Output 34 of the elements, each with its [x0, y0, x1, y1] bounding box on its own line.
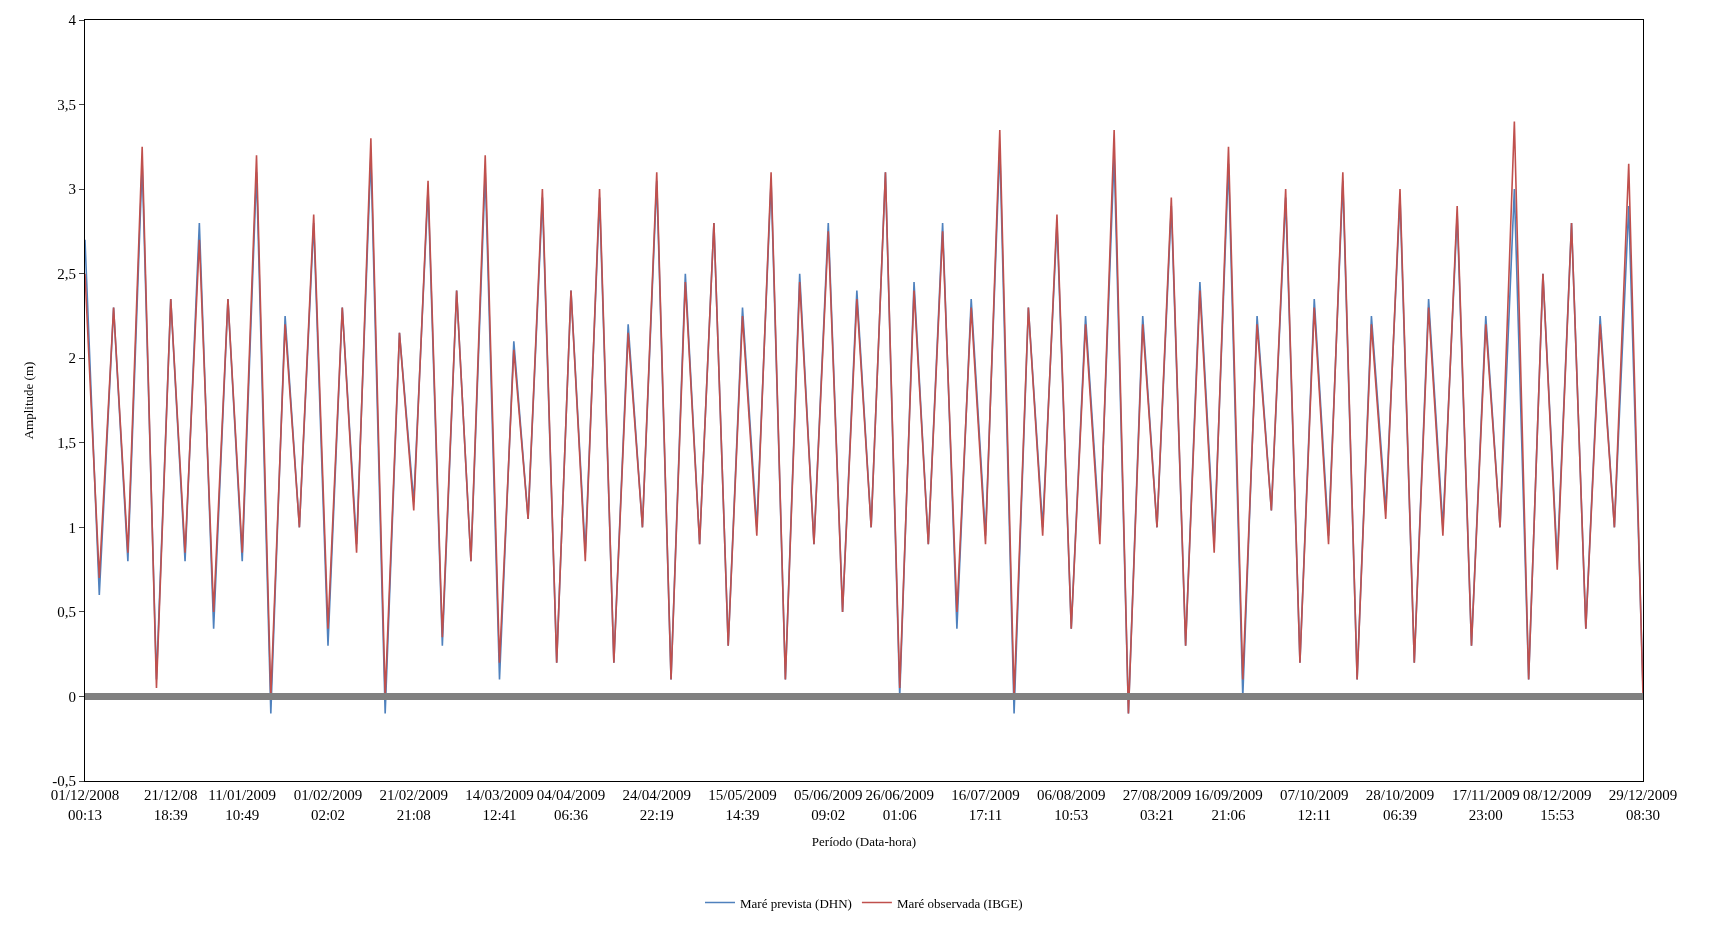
x-tick-label: 26/06/2009 01:06	[865, 787, 934, 823]
x-tick-label: 14/03/2009 12:41	[465, 787, 534, 823]
legend-label: Maré observada (IBGE)	[896, 895, 1023, 911]
y-tick-label: 0,5	[57, 604, 76, 621]
x-tick-label: 11/01/2009 10:49	[208, 787, 277, 823]
y-tick-label: 1	[68, 519, 76, 536]
y-tick-label: -0,5	[52, 773, 76, 790]
x-tick-label: 16/09/2009 21:06	[1194, 787, 1263, 823]
x-tick-label: 01/12/2008 00:13	[50, 787, 120, 823]
y-tick-label: 2,5	[57, 265, 76, 282]
x-tick-label: 08/12/2009 15:53	[1523, 787, 1592, 823]
y-tick-label: 3,5	[57, 96, 76, 113]
x-tick-label: 24/04/2009 22:19	[622, 787, 691, 823]
x-tick-label: 28/10/2009 06:39	[1365, 787, 1435, 823]
x-tick-label: 21/12/08 18:39	[144, 787, 198, 823]
y-tick-label: 0	[68, 688, 76, 705]
x-tick-label: 16/07/2009 17:11	[951, 787, 1020, 823]
x-tick-label: 04/04/2009 06:36	[536, 787, 606, 823]
y-axis-title: Amplitude (m)	[21, 361, 37, 440]
x-tick-label: 27/08/2009 03:21	[1122, 787, 1192, 823]
legend-label: Maré prevista (DHN)	[740, 895, 852, 911]
x-tick-label: 05/06/2009 09:02	[794, 787, 863, 823]
x-tick-label: 15/05/2009 14:39	[708, 787, 777, 823]
x-tick-label: 01/02/2009 02:02	[293, 787, 363, 823]
x-tick-label: 07/10/2009 12:11	[1280, 787, 1349, 823]
y-tick-label: 3	[68, 181, 76, 198]
x-axis-title: Período (Data-hora)	[811, 834, 917, 850]
x-tick-label: 06/08/2009 10:53	[1037, 787, 1106, 823]
y-tick-label: 4	[68, 12, 77, 29]
x-tick-label: 17/11/2009 23:00	[1451, 787, 1520, 823]
x-tick-label: 21/02/2009 21:08	[379, 787, 448, 823]
y-tick-label: 2	[68, 350, 76, 367]
y-tick-label: 1,5	[57, 435, 76, 452]
x-tick-label: 29/12/2009 08:30	[1608, 787, 1678, 823]
